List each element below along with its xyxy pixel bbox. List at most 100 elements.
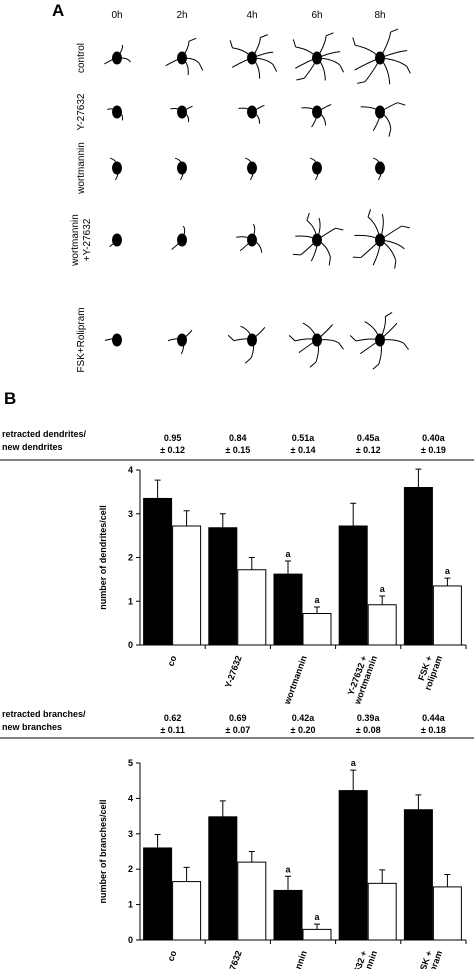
branch bbox=[385, 311, 393, 318]
branch bbox=[188, 37, 197, 42]
ratio-value: ± 0.08 bbox=[356, 725, 381, 735]
y-tick-label: 4 bbox=[128, 465, 133, 475]
row-label: Y-27632 bbox=[76, 93, 87, 130]
bar bbox=[273, 573, 303, 646]
error-bar bbox=[415, 468, 422, 488]
soma bbox=[247, 105, 257, 119]
row-label: +Y-27632 bbox=[82, 218, 93, 261]
time-label: 6h bbox=[311, 10, 322, 21]
soma bbox=[312, 233, 322, 247]
error-bar bbox=[415, 794, 422, 810]
soma bbox=[177, 51, 187, 65]
y-tick-label: 2 bbox=[128, 553, 133, 563]
ratio-value: ± 0.12 bbox=[356, 445, 381, 455]
error-bar bbox=[350, 502, 357, 526]
soma bbox=[112, 233, 122, 247]
error-bar bbox=[444, 577, 451, 586]
y-tick-label: 0 bbox=[128, 935, 133, 945]
time-label: 4h bbox=[246, 10, 257, 21]
ratio-title: retracted dendrites/ bbox=[2, 429, 87, 439]
bar bbox=[302, 928, 332, 941]
ratio-value: ± 0.20 bbox=[291, 725, 316, 735]
bar bbox=[208, 816, 238, 941]
bar bbox=[367, 882, 397, 941]
bar bbox=[338, 790, 368, 941]
y-tick-label: 5 bbox=[128, 758, 133, 768]
bar bbox=[403, 487, 433, 646]
ratio-value: 0.39a bbox=[357, 713, 381, 723]
y-tick-label: 4 bbox=[128, 793, 133, 803]
ratio-value: ± 0.19 bbox=[421, 445, 446, 455]
row-label: control bbox=[76, 43, 87, 73]
significance: a bbox=[351, 758, 357, 768]
branch bbox=[390, 28, 399, 33]
bar bbox=[403, 809, 433, 941]
bar bbox=[208, 527, 238, 646]
error-bar bbox=[314, 923, 320, 930]
soma bbox=[247, 161, 257, 175]
bar bbox=[172, 525, 202, 646]
branch bbox=[397, 102, 406, 106]
soma bbox=[247, 233, 257, 247]
error-bar bbox=[219, 513, 226, 528]
row-label: wortmannin bbox=[70, 214, 81, 267]
error-bar bbox=[350, 769, 357, 791]
panel-label: A bbox=[52, 1, 64, 20]
soma bbox=[375, 233, 385, 247]
branch bbox=[292, 39, 297, 48]
bar bbox=[432, 886, 462, 941]
soma bbox=[247, 51, 257, 65]
branch bbox=[288, 335, 296, 342]
bar bbox=[172, 881, 202, 941]
soma bbox=[177, 233, 187, 247]
branch bbox=[296, 77, 305, 81]
ratio-value: 0.62 bbox=[164, 713, 182, 723]
bar bbox=[143, 497, 173, 646]
branch bbox=[406, 66, 411, 74]
soma bbox=[177, 333, 187, 347]
y-axis-label: number of dendrites/cell bbox=[98, 505, 108, 610]
ratio-title: new branches bbox=[2, 722, 62, 732]
x-tick-label: co bbox=[165, 654, 178, 668]
ratio-value: 0.45a bbox=[357, 433, 381, 443]
significance: a bbox=[445, 566, 451, 576]
ratio-value: 0.69 bbox=[229, 713, 247, 723]
soma bbox=[312, 51, 322, 65]
soma bbox=[112, 105, 122, 119]
ratio-value: 0.51a bbox=[292, 433, 316, 443]
branch bbox=[367, 209, 372, 218]
ratio-value: ± 0.07 bbox=[225, 725, 250, 735]
error-bar bbox=[183, 510, 190, 526]
y-axis-label: number of branches/cell bbox=[98, 799, 108, 903]
ratio-value: ± 0.14 bbox=[291, 445, 316, 455]
ratio-value: 0.95 bbox=[164, 433, 182, 443]
branch bbox=[394, 260, 397, 269]
branch bbox=[335, 227, 344, 231]
branch bbox=[309, 361, 317, 368]
significance: a bbox=[285, 864, 291, 874]
error-bar bbox=[154, 479, 161, 499]
x-tick-label: Y-27632 bbox=[223, 949, 244, 969]
branch bbox=[325, 32, 334, 37]
bar bbox=[237, 569, 267, 646]
significance: a bbox=[314, 595, 320, 605]
ratio-title: new dendrites bbox=[2, 442, 63, 452]
significance: a bbox=[285, 549, 291, 559]
soma bbox=[375, 105, 385, 119]
ratio-value: ± 0.11 bbox=[160, 725, 184, 735]
x-tick-label: wortmannin bbox=[282, 654, 309, 706]
x-tick-label: wortmannin bbox=[282, 949, 309, 969]
branch bbox=[352, 37, 356, 46]
error-bar bbox=[248, 851, 255, 863]
error-bar bbox=[248, 557, 255, 570]
error-bar bbox=[379, 595, 386, 605]
bar bbox=[338, 525, 368, 646]
soma bbox=[312, 105, 322, 119]
branch bbox=[227, 334, 235, 342]
ratio-value: ± 0.12 bbox=[160, 445, 185, 455]
ratio-value: 0.44a bbox=[422, 713, 446, 723]
soma bbox=[312, 333, 322, 347]
soma bbox=[375, 161, 385, 175]
branch bbox=[260, 34, 268, 39]
